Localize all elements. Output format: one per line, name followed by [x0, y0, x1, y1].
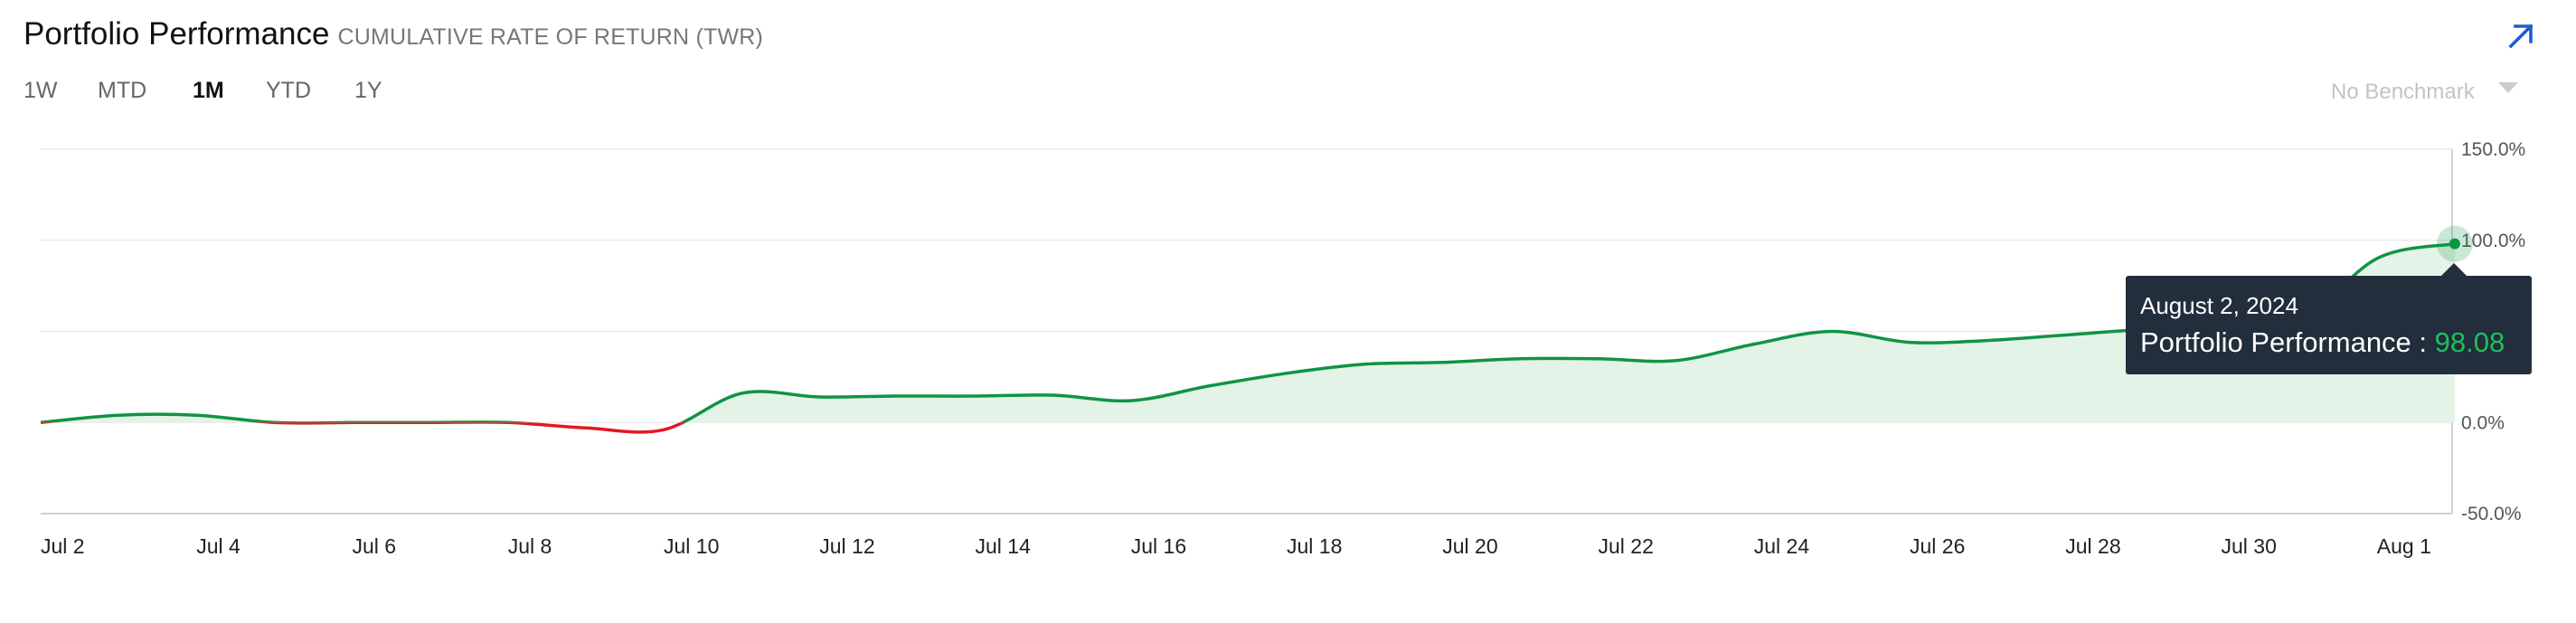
x-tick-label: Jul 8 [508, 534, 552, 558]
y-tick-label: 150.0% [2461, 139, 2525, 160]
benchmark-label: No Benchmark [2331, 80, 2475, 104]
tooltip-row: Portfolio Performance : 98.08 [2140, 323, 2532, 363]
benchmark-select[interactable]: No Benchmark [2331, 80, 2518, 105]
tab-1w[interactable]: 1W [24, 78, 58, 103]
x-tick-label: Jul 26 [1910, 534, 1965, 558]
y-tick-label: -50.0% [2461, 504, 2522, 524]
x-tick-label: Jul 28 [2065, 534, 2120, 558]
chart-tooltip: August 2, 2024 Portfolio Performance : 9… [2126, 263, 2532, 374]
x-tick-label: Jul 12 [819, 534, 874, 558]
expand-button[interactable] [2503, 18, 2539, 54]
x-tick-label: Jul 14 [976, 534, 1032, 558]
tab-ytd[interactable]: YTD [266, 78, 311, 103]
chart-header: Portfolio Performance CUMULATIVE RATE OF… [24, 16, 763, 52]
tab-1m[interactable]: 1M [193, 78, 224, 103]
y-tick-label: 0.0% [2461, 412, 2505, 433]
tooltip-value: 98.08 [2434, 326, 2505, 358]
arrow-up-right-icon [2508, 24, 2534, 49]
x-tick-label: Jul 2 [41, 534, 85, 558]
tab-1y[interactable]: 1Y [354, 78, 382, 103]
x-tick-label: Jul 10 [664, 534, 719, 558]
x-tick-label: Aug 1 [2377, 534, 2431, 558]
x-tick-label: Jul 18 [1287, 534, 1342, 558]
x-tick-label: Jul 30 [2222, 534, 2277, 558]
hover-marker [2449, 238, 2460, 250]
x-tick-label: Jul 4 [196, 534, 241, 558]
tooltip-series-label: Portfolio Performance : [2140, 326, 2428, 358]
x-tick-label: Jul 22 [1599, 534, 1654, 558]
area-fill [41, 243, 2455, 423]
tooltip-date: August 2, 2024 [2140, 292, 2298, 319]
series-line-positive [40, 241, 2456, 423]
page-title: Portfolio Performance [24, 16, 330, 52]
x-tick-label: Jul 24 [1754, 534, 1810, 558]
y-tick-label: 100.0% [2461, 231, 2525, 251]
x-tick-label: Jul 6 [353, 534, 397, 558]
x-tick-label: Jul 16 [1131, 534, 1186, 558]
x-tick-label: Jul 20 [1442, 534, 1497, 558]
chart-subtitle: CUMULATIVE RATE OF RETURN (TWR) [337, 24, 764, 50]
chevron-down-icon [2497, 82, 2518, 93]
tab-mtd[interactable]: MTD [98, 78, 147, 103]
series-line-negative [40, 422, 687, 434]
